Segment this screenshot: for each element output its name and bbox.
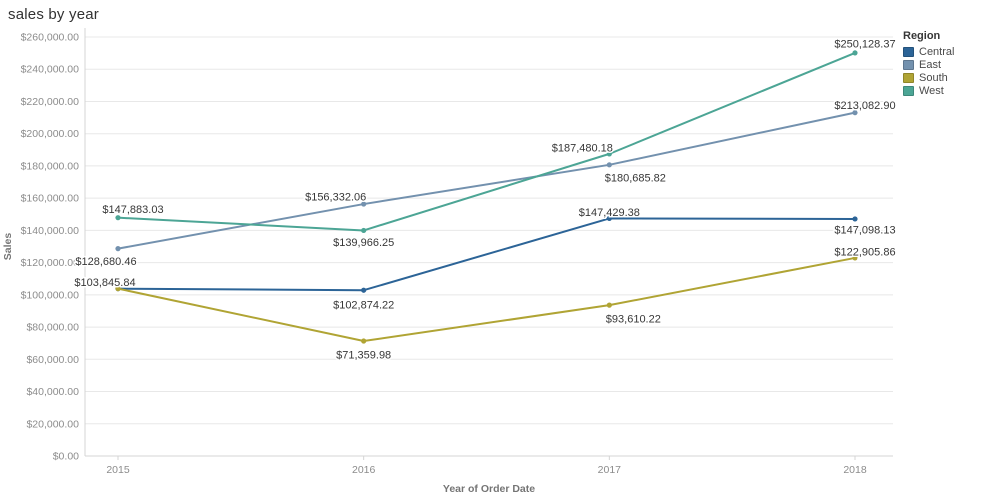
y-tick-label: $200,000.00 [21,128,80,140]
y-tick-label: $260,000.00 [21,32,80,44]
legend-label: East [919,58,942,71]
y-tick-label: $180,000.00 [21,160,80,172]
data-point-central-2018[interactable] [852,216,858,222]
legend-item-west[interactable]: West [903,84,998,97]
data-point-south-2018[interactable] [852,255,858,261]
data-point-south-2015[interactable] [115,286,121,292]
data-label-south-2017: $93,610.22 [606,314,661,326]
legend-swatch-central [903,46,914,57]
x-tick-label: 2015 [106,464,130,476]
data-point-east-2017[interactable] [606,162,612,168]
data-point-central-2016[interactable] [361,287,367,293]
y-tick-label: $40,000.00 [26,386,79,398]
data-label-south-2016: $71,359.98 [336,350,391,362]
data-label-west-2016: $139,966.25 [333,237,394,249]
data-label-east-2018: $213,082.90 [834,100,895,112]
x-tick-label: 2018 [843,464,867,476]
region-legend: Region Central East South West [903,30,998,97]
data-label-west-2015: $147,883.03 [102,204,163,216]
legend-label: Central [919,45,955,58]
data-label-central-2018: $147,098.13 [834,224,895,236]
y-tick-label: $100,000.00 [21,289,80,301]
data-label-central-2016: $102,874.22 [333,300,394,312]
x-tick-label: 2017 [598,464,622,476]
x-tick-label: 2016 [352,464,376,476]
legend-label: West [919,84,944,97]
page-title: sales by year [8,6,99,23]
data-label-west-2018: $250,128.37 [834,38,895,50]
y-axis-title: Sales [2,233,14,261]
y-tick-label: $220,000.00 [21,96,80,108]
data-point-west-2016[interactable] [361,227,367,234]
data-label-east-2017: $180,685.82 [605,172,666,184]
series-line-east[interactable] [117,111,856,250]
y-tick-label: $160,000.00 [21,193,80,205]
legend-item-east[interactable]: East [903,58,998,71]
legend-item-central[interactable]: Central [903,45,998,58]
data-point-east-2018[interactable] [852,110,858,116]
data-point-west-2015[interactable] [115,215,121,221]
x-axis-title: Year of Order Date [443,483,535,495]
data-point-west-2018[interactable] [852,50,858,56]
data-label-south-2015: $103,845.84 [74,277,135,289]
data-point-south-2017[interactable] [606,302,612,308]
legend-swatch-west [903,85,914,96]
y-tick-label: $60,000.00 [26,354,79,366]
data-label-west-2017: $187,480.18 [552,142,613,154]
y-tick-label: $120,000.00 [21,257,80,269]
series-line-central[interactable] [117,217,856,292]
legend-label: South [919,71,948,84]
data-label-east-2016: $156,332.06 [305,192,366,204]
data-point-west-2017[interactable] [606,151,612,157]
data-point-east-2016[interactable] [361,201,367,207]
series-line-south[interactable] [117,256,856,343]
data-label-south-2018: $122,905.86 [834,246,895,258]
y-tick-label: $20,000.00 [26,418,79,430]
y-tick-label: $240,000.00 [21,64,80,76]
y-tick-label: $80,000.00 [26,322,79,334]
legend-swatch-east [903,59,914,70]
y-tick-label: $0.00 [53,451,79,463]
data-label-central-2017: $147,429.38 [579,207,640,219]
legend-item-south[interactable]: South [903,71,998,84]
series-line-west[interactable] [117,51,856,232]
legend-swatch-south [903,72,914,83]
data-point-south-2016[interactable] [361,338,367,344]
data-label-east-2015: $128,680.46 [75,256,136,268]
legend-rows: Central East South West [903,45,998,97]
data-point-central-2017[interactable] [606,215,612,222]
legend-title: Region [903,30,941,42]
y-tick-label: $140,000.00 [21,225,80,237]
data-point-east-2015[interactable] [115,246,121,252]
